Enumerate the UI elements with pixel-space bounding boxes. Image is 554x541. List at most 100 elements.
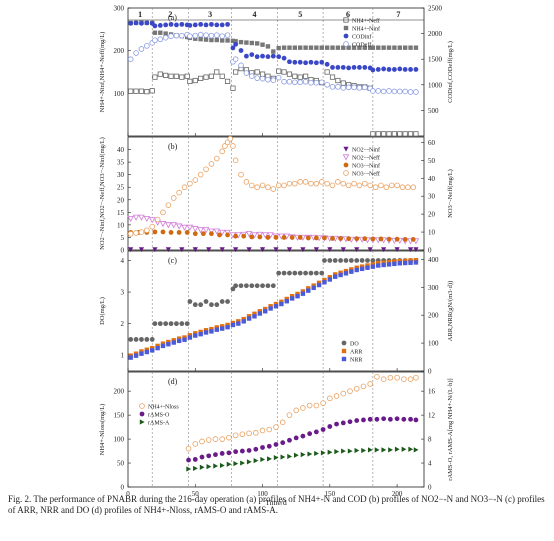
data-point: [289, 235, 295, 240]
data-point: [281, 45, 287, 50]
data-point: [144, 227, 150, 234]
data-point: [214, 325, 219, 330]
data-point: [397, 261, 402, 266]
data-point: [176, 189, 182, 196]
data-point: [354, 247, 360, 253]
data-point: [391, 131, 398, 137]
data-point: [179, 247, 185, 253]
data-point: [184, 321, 190, 327]
data-point: [322, 277, 327, 283]
data-point: [327, 449, 333, 455]
panel-label: (c): [168, 256, 177, 265]
data-point: [386, 67, 392, 72]
y-tick-label: 100: [114, 436, 125, 444]
y2-tick-label: 1500: [428, 56, 443, 64]
data-point: [413, 89, 419, 95]
data-point: [375, 88, 382, 94]
data-point: [222, 143, 228, 149]
data-point: [184, 230, 190, 235]
panel-3: (c) 1 2 3 4 0 100 200 300 400 DO(mg/L) ARR,NRR(gN/(…: [99, 250, 454, 376]
data-point: [380, 376, 387, 382]
data-point: [143, 216, 151, 223]
data-point: [165, 247, 171, 253]
data-point: [199, 464, 205, 470]
data-point: [219, 451, 225, 456]
data-point: [386, 131, 392, 137]
data-point: [340, 64, 346, 70]
data-point: [361, 180, 368, 187]
data-point: [203, 330, 209, 335]
data-point: [168, 73, 174, 79]
legend-label: NO3−-Neff: [352, 171, 380, 178]
data-point: [268, 306, 273, 311]
data-point: [340, 390, 347, 397]
data-point: [168, 21, 174, 27]
data-point: [370, 264, 376, 269]
data-point: [349, 269, 354, 274]
data-point: [192, 231, 198, 237]
data-point: [280, 440, 286, 446]
data-point: [259, 427, 266, 434]
phase-label: 5: [298, 10, 302, 19]
data-point: [313, 429, 319, 435]
data-point: [405, 184, 411, 191]
data-point: [341, 45, 346, 50]
data-point: [186, 457, 191, 463]
x-tick-label: 50: [192, 490, 200, 498]
data-point: [347, 448, 353, 454]
data-point: [319, 59, 325, 65]
data-point: [276, 45, 281, 51]
data-point: [298, 45, 303, 50]
data-point: [270, 186, 277, 192]
y-tick-label: 0: [121, 247, 125, 255]
data-point: [410, 184, 417, 191]
y-tick-label: 15: [117, 209, 125, 217]
data-point: [171, 338, 176, 343]
legend-marker: [343, 33, 349, 39]
data-point: [249, 234, 255, 240]
data-point: [408, 446, 414, 452]
data-point: [387, 416, 393, 422]
data-point: [193, 36, 198, 41]
data-point: [275, 74, 282, 81]
data-point: [265, 235, 271, 240]
y-tick-label: 200: [114, 47, 125, 55]
data-point: [218, 229, 226, 236]
data-point: [176, 338, 182, 344]
data-point: [324, 69, 330, 75]
data-point: [244, 40, 249, 45]
data-point: [219, 38, 225, 43]
data-point: [152, 30, 158, 35]
data-point: [149, 88, 155, 94]
data-point: [166, 339, 171, 345]
data-point: [345, 84, 352, 91]
data-point: [187, 333, 193, 338]
data-point: [307, 431, 313, 437]
y2-tick-label: 200: [428, 312, 439, 320]
data-point: [308, 45, 314, 50]
data-point: [203, 166, 209, 173]
data-point: [292, 180, 298, 187]
data-point: [160, 209, 166, 216]
data-point: [300, 247, 306, 253]
x-tick-label: 100: [257, 490, 268, 498]
data-point: [378, 182, 384, 189]
data-point: [305, 235, 311, 241]
data-point: [214, 302, 220, 308]
data-point: [407, 376, 414, 382]
data-point: [273, 235, 279, 240]
data-point: [273, 304, 279, 309]
data-point: [144, 337, 150, 342]
data-point: [133, 88, 139, 94]
y2-tick-label: 300: [428, 284, 439, 292]
data-point: [386, 262, 392, 267]
panel-2: (b) 0 5 10 15 20 25 30 35 40 0 10 20 30 40 50 60 NO2−-Nin…: [99, 135, 454, 255]
data-point: [413, 247, 419, 253]
data-point: [253, 430, 259, 436]
data-point: [413, 417, 419, 423]
data-point: [241, 319, 246, 324]
data-point: [157, 36, 164, 43]
data-point: [198, 75, 204, 81]
data-point: [275, 182, 282, 189]
data-point: [152, 321, 158, 327]
